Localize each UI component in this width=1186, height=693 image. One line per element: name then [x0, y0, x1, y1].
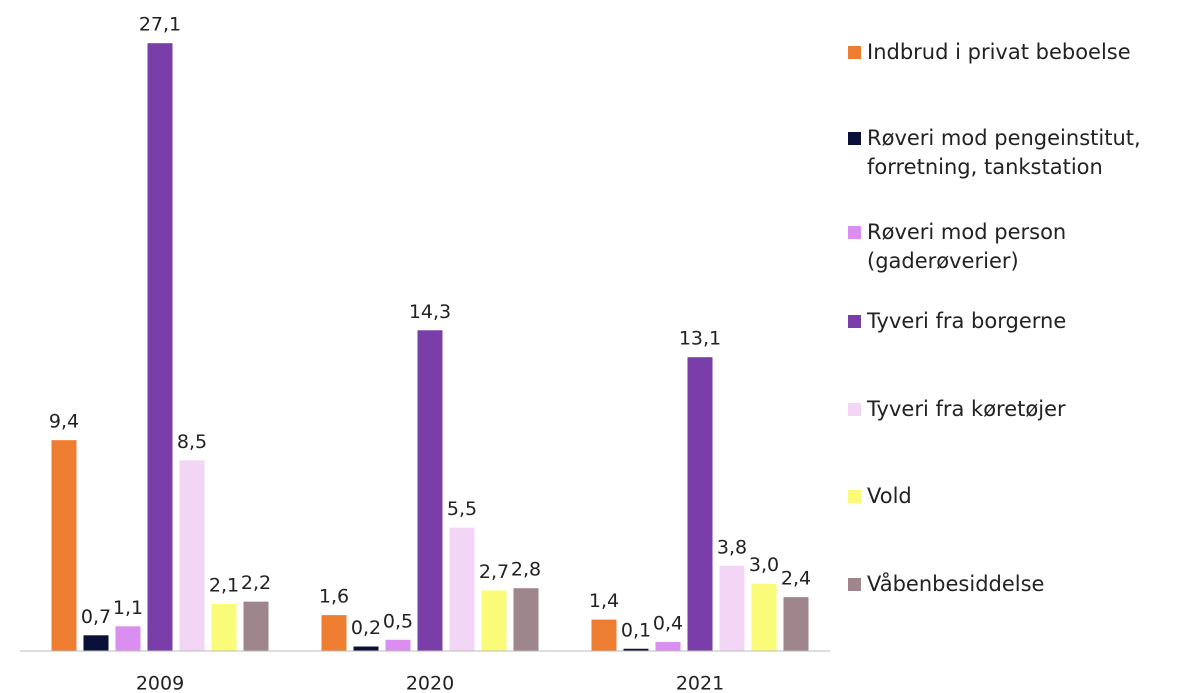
data-label: 9,4 [49, 411, 79, 433]
data-label: 2,8 [511, 559, 541, 581]
legend-entry: Tyveri fra køretøjer [848, 395, 1178, 424]
bar [417, 330, 443, 651]
legend-swatch [848, 578, 861, 591]
legend-swatch [848, 315, 861, 328]
bar [687, 357, 713, 651]
bar [719, 565, 745, 651]
bar [115, 626, 141, 651]
bar [83, 635, 109, 651]
data-label: 0,5 [383, 610, 413, 632]
bar [243, 601, 269, 651]
data-label: 0,4 [653, 613, 683, 635]
data-label: 1,6 [319, 586, 349, 608]
legend-entry: Røveri mod pengeinstitut, forretning, ta… [848, 124, 1178, 182]
legend-swatch [848, 403, 861, 416]
x-tick-label: 2021 [676, 673, 724, 693]
bar [51, 440, 77, 651]
legend-entry: Vold [848, 482, 1178, 511]
legend-label: Tyveri fra køretøjer [867, 397, 1066, 421]
bar [179, 460, 205, 651]
bar [211, 603, 237, 651]
legend-label: Røveri mod pengeinstitut, forretning, ta… [867, 126, 1141, 179]
legend-label: Indbrud i privat beboelse [867, 40, 1131, 64]
legend-swatch [848, 490, 861, 503]
x-tick-label: 2020 [406, 673, 454, 693]
data-label: 1,4 [589, 590, 619, 612]
bar [513, 588, 539, 651]
bar [751, 583, 777, 651]
bar [147, 43, 173, 651]
legend-entry: Tyveri fra borgerne [848, 307, 1178, 336]
data-label: 13,1 [679, 328, 721, 350]
data-label: 14,3 [409, 301, 451, 323]
data-label: 3,8 [717, 536, 747, 558]
legend-label: Vold [867, 484, 912, 508]
bar [783, 597, 809, 651]
bar [623, 648, 649, 651]
bar [353, 646, 379, 651]
data-label: 0,1 [621, 619, 651, 641]
legend-label: Røveri mod person (gaderøverier) [867, 220, 1067, 273]
data-label: 5,5 [447, 498, 477, 520]
data-label: 2,1 [209, 574, 239, 596]
bar [591, 619, 617, 651]
legend-entry: Våbenbesiddelse [848, 570, 1178, 599]
legend-swatch [848, 226, 861, 239]
bar [321, 615, 347, 651]
x-tick-label: 2009 [136, 673, 184, 693]
legend-entry: Indbrud i privat beboelse [848, 38, 1178, 67]
data-label: 8,5 [177, 431, 207, 453]
legend-entry: Røveri mod person (gaderøverier) [848, 218, 1178, 276]
data-label: 27,1 [139, 14, 181, 36]
data-label: 0,7 [81, 606, 111, 628]
bar [655, 642, 681, 651]
data-label: 1,1 [113, 597, 143, 619]
data-label: 0,2 [351, 617, 381, 639]
data-label: 2,7 [479, 561, 509, 583]
legend-swatch [848, 46, 861, 59]
bar [449, 527, 475, 651]
legend-label: Våbenbesiddelse [867, 572, 1045, 596]
data-label: 2,2 [241, 572, 271, 594]
data-label: 2,4 [781, 568, 811, 590]
legend-swatch [848, 132, 861, 145]
data-label: 3,0 [749, 554, 779, 576]
bar [481, 590, 507, 651]
legend-label: Tyveri fra borgerne [867, 309, 1067, 333]
bar [385, 639, 411, 651]
